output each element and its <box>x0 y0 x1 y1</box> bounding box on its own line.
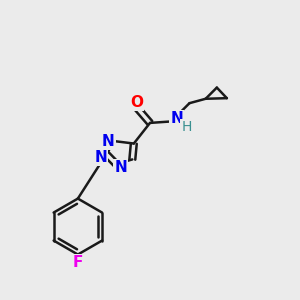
Text: F: F <box>73 255 83 270</box>
Text: N: N <box>102 134 115 149</box>
Text: O: O <box>130 95 143 110</box>
Text: N: N <box>170 111 183 126</box>
Text: N: N <box>94 150 107 165</box>
Text: H: H <box>181 120 192 134</box>
Text: N: N <box>114 160 127 175</box>
